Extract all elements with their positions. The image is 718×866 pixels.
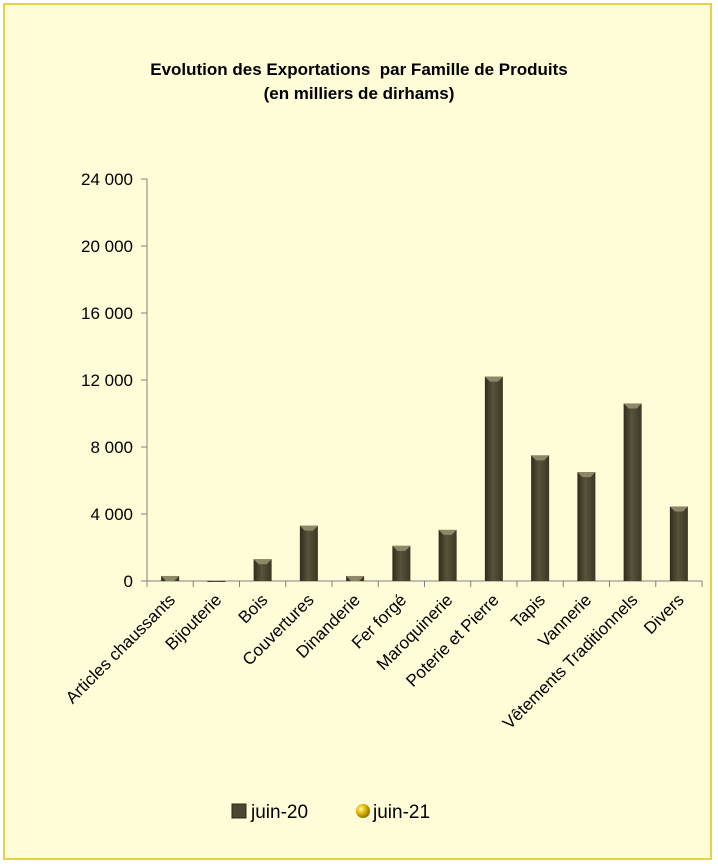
chart-title: Evolution des Exportations par Famille d…	[150, 60, 568, 79]
y-tick-label: 0	[124, 572, 133, 591]
bar-juin-20	[438, 529, 457, 581]
legend-label-juin-20: juin-20	[250, 802, 308, 823]
bar-cap	[253, 559, 272, 565]
x-category-label: Tapis	[507, 590, 548, 631]
y-tick-label: 12 000	[81, 371, 133, 390]
chart-frame	[3, 3, 712, 860]
x-category-label: Articles chaussants	[62, 590, 179, 707]
bar-juin-20	[207, 581, 226, 582]
bar-juin-20	[484, 376, 503, 581]
y-tick-label: 4 000	[90, 505, 133, 524]
bar-cap	[392, 545, 411, 551]
bar-juin-20	[392, 545, 411, 581]
bar-juin-20	[299, 525, 318, 581]
chart-subtitle: (en milliers de dirhams)	[263, 84, 455, 103]
bar-cap	[531, 455, 550, 461]
x-category-label: Bois	[235, 590, 272, 627]
y-tick-label: 16 000	[81, 304, 133, 323]
legend-marker-juin-21	[356, 804, 370, 818]
y-tick-label: 20 000	[81, 237, 133, 256]
bar-cap	[484, 376, 503, 382]
x-category-label: Divers	[640, 590, 687, 637]
bar-juin-20	[253, 559, 272, 581]
y-tick-label: 24 000	[81, 170, 133, 189]
bar-juin-20	[531, 455, 550, 581]
bar-cap	[669, 506, 688, 512]
bar-cap	[438, 529, 457, 535]
legend-marker-juin-20	[231, 803, 247, 819]
bar-cap	[623, 403, 642, 409]
y-tick-label: 8 000	[90, 438, 133, 457]
bar-cap	[299, 525, 318, 531]
bar-cap	[161, 575, 180, 581]
bar-juin-20	[623, 403, 642, 581]
legend-label-juin-21: juin-21	[372, 802, 430, 823]
bar-juin-20	[577, 472, 596, 581]
bar-juin-20	[669, 506, 688, 581]
bar-cap	[577, 472, 596, 478]
bar-cap	[346, 575, 365, 581]
